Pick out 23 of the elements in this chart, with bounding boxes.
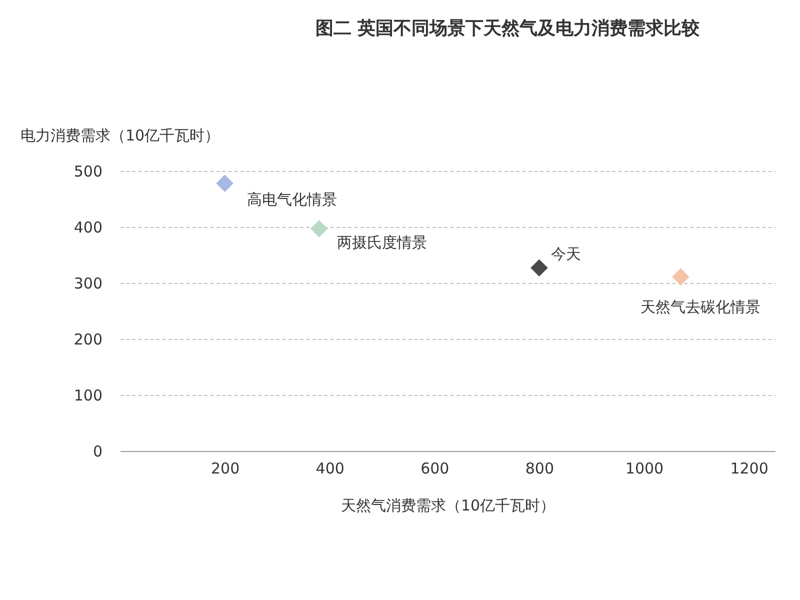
x-tick-label: 1200 [730, 460, 768, 478]
chart-title: 图二 英国不同场景下天然气及电力消费需求比较 [315, 18, 701, 39]
y-tick-label: 0 [92, 442, 102, 460]
x-tick-label: 200 [210, 460, 240, 478]
series-label: 两摄氏度情景 [337, 234, 428, 252]
point [672, 268, 690, 286]
y-tick-label: 200 [74, 330, 102, 348]
series-label: 天然气去碳化情景 [640, 298, 761, 316]
y-tick-label: 300 [74, 274, 102, 292]
x-tick-label: 600 [420, 460, 450, 478]
point [310, 220, 328, 238]
series-label: 今天 [551, 244, 582, 263]
x-tick-label: 400 [316, 460, 344, 478]
series-label: 高电气化情景 [246, 190, 337, 208]
y-tick-label: 500 [74, 162, 102, 180]
x-tick-label: 800 [525, 460, 554, 478]
point [216, 174, 234, 192]
point [530, 259, 548, 277]
y-axis-title: 电力消费需求（10亿千瓦时） [20, 126, 220, 144]
x-axis-title: 天然气消费需求（10亿千瓦时） [340, 496, 556, 514]
y-tick-label: 400 [74, 218, 102, 236]
y-tick-label: 100 [74, 386, 102, 404]
x-tick-label: 1000 [625, 460, 664, 478]
